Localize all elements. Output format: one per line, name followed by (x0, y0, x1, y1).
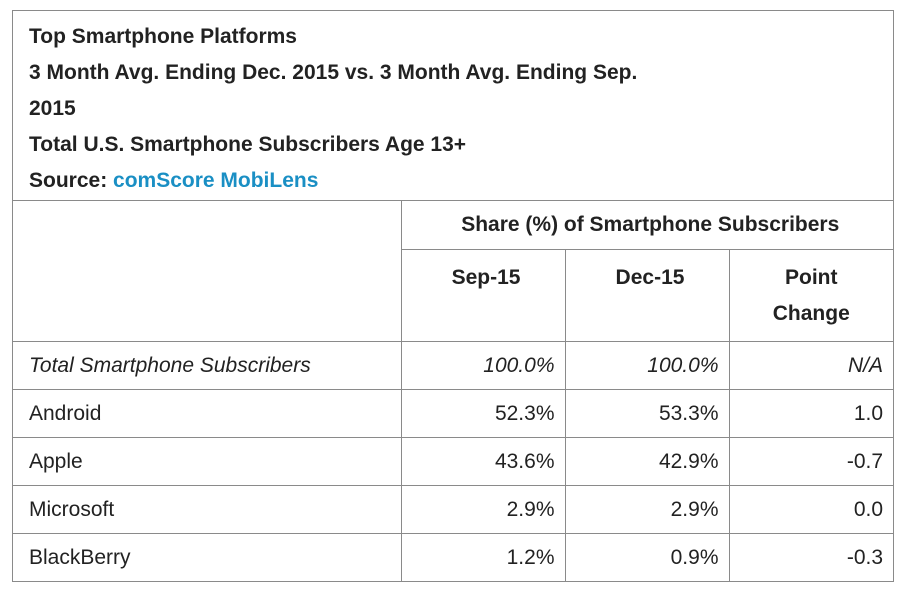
cell: 0.9% (564, 533, 730, 581)
cell: -0.3 (728, 533, 894, 581)
header-row: Share (%) of Smartphone Subscribers (13, 201, 894, 342)
table-body: Total Smartphone Subscribers 100.0% 100.0%… (13, 341, 894, 581)
source: Source: comScore MobiLens (29, 163, 679, 199)
table-row: Microsoft 2.9% 2.9% 0.0 (13, 485, 894, 534)
cell: -0.7 (728, 437, 894, 486)
source-link[interactable]: comScore MobiLens (113, 169, 319, 192)
group-header: Share (%) of Smartphone Subscribers (400, 201, 894, 250)
row-label: BlackBerry (13, 533, 402, 581)
table-container: Top Smartphone Platforms 3 Month Avg. En… (12, 10, 894, 582)
source-label: Source: (29, 169, 108, 192)
description: Total U.S. Smartphone Subscribers Age 13… (29, 133, 467, 156)
table-row: Total Smartphone Subscribers 100.0% 100.0%… (13, 341, 894, 390)
data-table: Share (%) of Smartphone Subscribers Sep-… (13, 201, 894, 581)
row-label: Total Smartphone Subscribers (13, 341, 402, 390)
table-row: Android 52.3% 53.3% 1.0 (13, 389, 894, 438)
table-head: Share (%) of Smartphone Subscribers Sep-… (13, 201, 894, 342)
column-header: Dec-15 (564, 249, 730, 342)
empty-header (13, 201, 402, 342)
column-header: Point Change (728, 249, 894, 342)
cell: 53.3% (564, 389, 730, 438)
cell: 2.9% (400, 485, 566, 534)
table-row: BlackBerry 1.2% 0.9% -0.3 (13, 533, 894, 581)
subtitle: 3 Month Avg. Ending Dec. 2015 vs. 3 Mont… (29, 61, 638, 120)
table-caption: Top Smartphone Platforms 3 Month Avg. En… (13, 11, 893, 201)
title: Top Smartphone Platforms (29, 25, 297, 48)
cell: 2.9% (564, 485, 730, 534)
table-row: Apple 43.6% 42.9% -0.7 (13, 437, 894, 486)
cell: 1.0 (728, 389, 894, 438)
cell: 100.0% (400, 341, 566, 390)
header-row: Sep-15 Dec-15 Point Change (13, 249, 894, 342)
cell: 42.9% (564, 437, 730, 486)
cell: 43.6% (400, 437, 566, 486)
column-header: Sep-15 (401, 249, 566, 342)
cell: N/A (728, 341, 894, 390)
cell: 0.0 (728, 485, 894, 534)
cell: 1.2% (400, 533, 566, 581)
row-label: Apple (13, 437, 402, 486)
cell: 52.3% (400, 389, 566, 438)
row-label: Android (13, 389, 402, 438)
cell: 100.0% (564, 341, 730, 390)
row-label: Microsoft (13, 485, 402, 534)
